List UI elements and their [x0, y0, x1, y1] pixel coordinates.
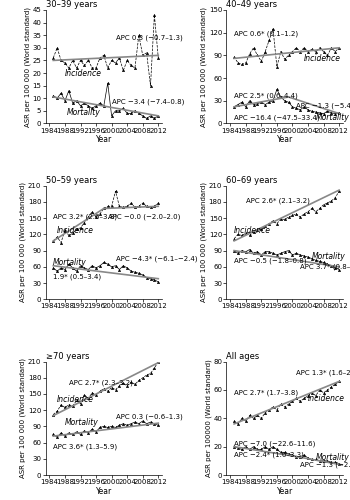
Text: APC −3.4 (−7.4–0.8): APC −3.4 (−7.4–0.8): [112, 98, 184, 105]
Text: Incidence: Incidence: [308, 394, 345, 403]
Text: APC 2.7* (1.7–3.8): APC 2.7* (1.7–3.8): [234, 390, 298, 396]
Y-axis label: ASR per 100 000 (World standard): ASR per 100 000 (World standard): [201, 6, 208, 126]
Text: 60–69 years: 60–69 years: [226, 176, 278, 185]
Text: Incidence: Incidence: [234, 226, 271, 234]
Text: APC −0.5 (−1.8–0.8): APC −0.5 (−1.8–0.8): [234, 257, 307, 264]
Text: APC 2.7* (2.3–3.2): APC 2.7* (2.3–3.2): [69, 380, 133, 386]
Text: APC −7.0 (−22.6–11.6): APC −7.0 (−22.6–11.6): [234, 440, 315, 447]
Text: 40–49 years: 40–49 years: [226, 0, 278, 9]
Text: APC 0.6* (0.1–1.2): APC 0.6* (0.1–1.2): [234, 31, 298, 38]
Text: All ages: All ages: [226, 352, 260, 361]
Text: APC −16.4 (−47.5–33.4): APC −16.4 (−47.5–33.4): [234, 114, 320, 120]
Text: APC 2.5* (0.6–4.4): APC 2.5* (0.6–4.4): [234, 93, 298, 100]
Text: Mortality: Mortality: [316, 454, 350, 462]
X-axis label: Year: Year: [276, 135, 293, 144]
Text: Mortality: Mortality: [67, 108, 101, 116]
Y-axis label: ASR per 100 000 (World standard): ASR per 100 000 (World standard): [20, 358, 27, 478]
Text: APC 0.3 (−0.7–1.3): APC 0.3 (−0.7–1.3): [116, 34, 182, 41]
Text: 50–59 years: 50–59 years: [46, 176, 97, 185]
Y-axis label: ASR per 100 000 (World standard): ASR per 100 000 (World standard): [25, 6, 31, 126]
Text: APC 1.3* (1.6–2.0): APC 1.3* (1.6–2.0): [296, 370, 350, 376]
Text: Incidence: Incidence: [57, 226, 94, 234]
Text: APC 3.2* (2.6–3.8): APC 3.2* (2.6–3.8): [53, 214, 117, 220]
Text: Mortality: Mortality: [65, 418, 99, 426]
Text: 1.9* (0.5–3.4): 1.9* (0.5–3.4): [53, 274, 102, 280]
X-axis label: Year: Year: [96, 135, 112, 144]
Text: APC 3.7* (0.8–6.7): APC 3.7* (0.8–6.7): [300, 264, 350, 270]
Text: 30–39 years: 30–39 years: [46, 0, 97, 9]
Text: ≥70 years: ≥70 years: [46, 352, 89, 361]
Text: APC −2.4* (1.6–3.3): APC −2.4* (1.6–3.3): [234, 452, 304, 458]
X-axis label: Year: Year: [96, 486, 112, 496]
Y-axis label: ASR per 100 000 (World standard): ASR per 100 000 (World standard): [20, 182, 27, 302]
Text: APC 3.6* (1.3–5.9): APC 3.6* (1.3–5.9): [53, 443, 117, 450]
Text: Mortality: Mortality: [316, 113, 350, 122]
Y-axis label: ASR per 100 000 (World standard): ASR per 100 000 (World standard): [201, 182, 207, 302]
Text: APC −1.3 (−2.8–0.2): APC −1.3 (−2.8–0.2): [300, 462, 350, 468]
Text: Mortality: Mortality: [53, 258, 87, 267]
Text: APC −0.0 (−2.0–2.0): APC −0.0 (−2.0–2.0): [108, 214, 180, 220]
Text: APC −4.3* (−6.1–−2.4): APC −4.3* (−6.1–−2.4): [116, 256, 197, 262]
Text: Mortality: Mortality: [312, 252, 346, 260]
Y-axis label: ASR per 100000 (World standard): ASR per 100000 (World standard): [205, 360, 212, 477]
Text: APC 2.6* (2.1–3.2): APC 2.6* (2.1–3.2): [246, 198, 310, 204]
Text: Incidence: Incidence: [65, 68, 102, 78]
X-axis label: Year: Year: [276, 486, 293, 496]
Text: APC −1.3 (−5.4–2.9): APC −1.3 (−5.4–2.9): [296, 102, 350, 108]
Text: Incidence: Incidence: [57, 395, 94, 404]
Text: APC 0.3 (−0.6–1.3): APC 0.3 (−0.6–1.3): [116, 414, 182, 420]
Text: Incidence: Incidence: [304, 54, 341, 63]
